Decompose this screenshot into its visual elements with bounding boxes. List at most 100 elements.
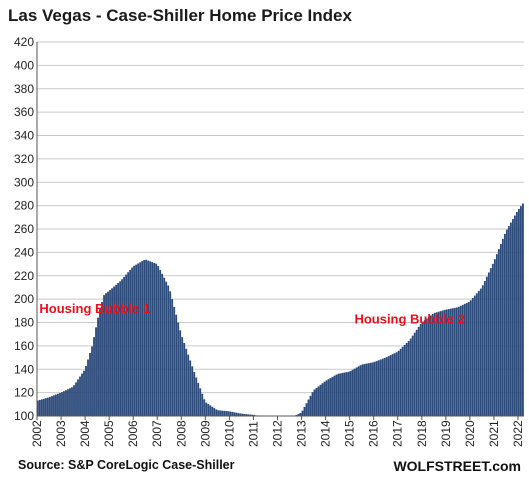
bar (201, 393, 204, 416)
bar (105, 293, 107, 416)
bar (131, 267, 134, 416)
x-tick-label: 2011 (246, 421, 260, 447)
bar (325, 380, 328, 416)
bar (345, 372, 348, 416)
bar (87, 359, 89, 416)
bar (233, 412, 236, 416)
bar (251, 414, 254, 416)
bar (341, 372, 344, 416)
bar (61, 392, 63, 416)
bar (315, 387, 318, 416)
bar (357, 366, 360, 416)
bar (493, 259, 496, 416)
bar (361, 364, 364, 416)
bar (337, 373, 340, 416)
x-tick-label: 2017 (391, 420, 405, 447)
bar (59, 393, 61, 416)
bar (45, 398, 47, 416)
bar (223, 410, 226, 416)
y-tick-label: 120 (14, 386, 34, 400)
x-axis-ticks: 2002 2003 2004 2005 2006 2007 2008 2009 2010 2011… (30, 416, 525, 447)
bar (451, 308, 454, 416)
bar (215, 409, 218, 416)
y-tick-label: 100 (14, 409, 34, 423)
bar (447, 309, 450, 416)
x-tick-label: 2007 (150, 420, 164, 447)
bar (403, 344, 406, 416)
bar (501, 238, 504, 416)
bar (63, 391, 65, 416)
y-tick-label: 280 (14, 199, 34, 213)
x-tick-label: 2021 (487, 420, 501, 447)
bar (53, 395, 55, 416)
bar (41, 399, 43, 416)
bar (309, 395, 312, 416)
bar (205, 402, 208, 416)
x-tick-label: 2009 (198, 420, 212, 447)
bar (505, 229, 508, 416)
bar (439, 311, 442, 416)
bar (119, 281, 122, 416)
bar (379, 359, 382, 416)
bar (437, 311, 440, 416)
bar (475, 293, 478, 416)
bar (243, 413, 246, 416)
bar (235, 412, 238, 416)
bar (429, 315, 432, 416)
bar (365, 363, 368, 416)
bar (393, 353, 396, 416)
bar (463, 303, 466, 416)
bar (121, 279, 124, 416)
y-tick-label: 400 (14, 58, 34, 72)
bar (349, 371, 352, 416)
brand-logo: WOLFSTREET.com (393, 458, 521, 474)
bar (427, 317, 430, 416)
x-tick-label: 2003 (54, 420, 68, 447)
bar (503, 233, 506, 416)
x-tick-label: 2015 (343, 420, 357, 447)
bar (195, 377, 198, 416)
bar (455, 307, 458, 416)
bar (405, 342, 408, 416)
x-tick-label: 2006 (126, 420, 140, 447)
bar (169, 291, 172, 416)
bar (347, 371, 350, 416)
source-note: Source: S&P CoreLogic Case-Shiller (18, 458, 235, 472)
bar (173, 306, 176, 416)
bar (177, 322, 180, 416)
bar (419, 323, 422, 416)
bar (371, 362, 374, 416)
bar (517, 208, 520, 416)
bar (433, 312, 436, 416)
x-tick-label: 2022 (511, 420, 525, 447)
bar (79, 376, 81, 416)
bar (303, 406, 306, 416)
bar (507, 226, 510, 416)
bar (457, 306, 460, 416)
x-tick-label: 2020 (463, 420, 477, 447)
x-tick-label: 2002 (30, 420, 44, 447)
bar (135, 264, 138, 416)
bar (491, 263, 494, 416)
bar (227, 411, 230, 416)
bar (71, 387, 73, 416)
bar (329, 378, 332, 416)
bar (157, 266, 160, 416)
bar (139, 262, 142, 416)
bar (181, 337, 184, 416)
bar (489, 268, 492, 416)
bar (465, 302, 468, 416)
x-tick-label: 2012 (270, 420, 284, 447)
axes (36, 42, 524, 417)
x-tick-label: 2004 (78, 420, 92, 447)
bar (299, 412, 302, 416)
bar (477, 290, 480, 416)
bar (67, 389, 69, 416)
bar (413, 332, 416, 416)
bar (351, 369, 354, 416)
bar (209, 405, 212, 416)
bar (397, 350, 400, 416)
bar (305, 403, 308, 416)
bar (339, 373, 342, 416)
bar (159, 269, 162, 416)
